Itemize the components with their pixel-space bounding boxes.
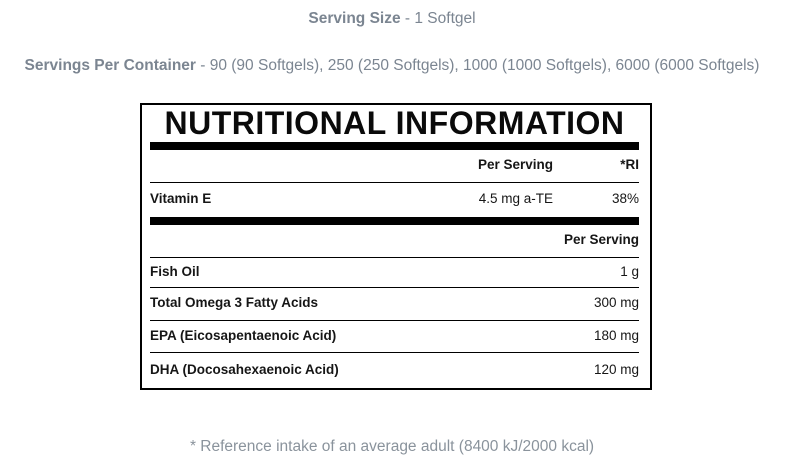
section1-col-ri: *RI [620,157,639,172]
serving-size-line: Serving Size - 1 Softgel [0,9,784,28]
panel-title: NUTRITIONAL INFORMATION [164,105,625,141]
section2-col-per-serving: Per Serving [563,232,639,247]
nutrient-name: DHA (Docosahexaenoic Acid) [150,361,339,377]
serving-size-label: Serving Size [308,10,401,27]
servings-per-container-line: Servings Per Container - 90 (90 Softgels… [0,56,784,75]
nutrient-per-serving: 120 mg [593,361,639,377]
nutritional-information-panel: NUTRITIONAL INFORMATION Per Serving *RI … [140,103,652,390]
nutrient-per-serving: 300 mg [593,295,639,310]
reference-intake-note: * Reference intake of an average adult (… [189,438,595,455]
serving-size-value: - 1 Softgel [400,10,476,27]
section1-col-per-serving: Per Serving [477,157,553,172]
servings-per-container-value: - 90 (90 Softgels), 250 (250 Softgels), … [195,57,760,74]
table-row-vitamin-e: Vitamin E 4.5 mg a-TE 38% [150,183,639,217]
servings-per-container-label: Servings Per Container [24,57,196,74]
nutrient-name: Vitamin E [150,191,212,206]
nutrient-per-serving: 180 mg [593,327,639,343]
table-row-dha: DHA (Docosahexaenoic Acid) 120 mg [150,353,639,388]
section2-header-row: Per Serving [150,225,639,258]
nutrient-name: Total Omega 3 Fatty Acids [150,295,319,310]
divider-bar-top [150,142,639,150]
nutrient-per-serving: 1 g [620,263,639,279]
nutrient-ri: 38% [611,191,639,206]
table-row-epa: EPA (Eicosapentaenoic Acid) 180 mg [150,321,639,353]
divider-bar-middle [150,217,639,225]
table-row-total-omega-3: Total Omega 3 Fatty Acids 300 mg [150,288,639,321]
section1-header-row: Per Serving *RI [150,150,639,183]
nutrient-name: Fish Oil [150,263,200,279]
table-row-fish-oil: Fish Oil 1 g [150,258,639,288]
nutrient-per-serving: 4.5 mg a-TE [478,191,553,206]
nutrient-name: EPA (Eicosapentaenoic Acid) [150,327,337,343]
